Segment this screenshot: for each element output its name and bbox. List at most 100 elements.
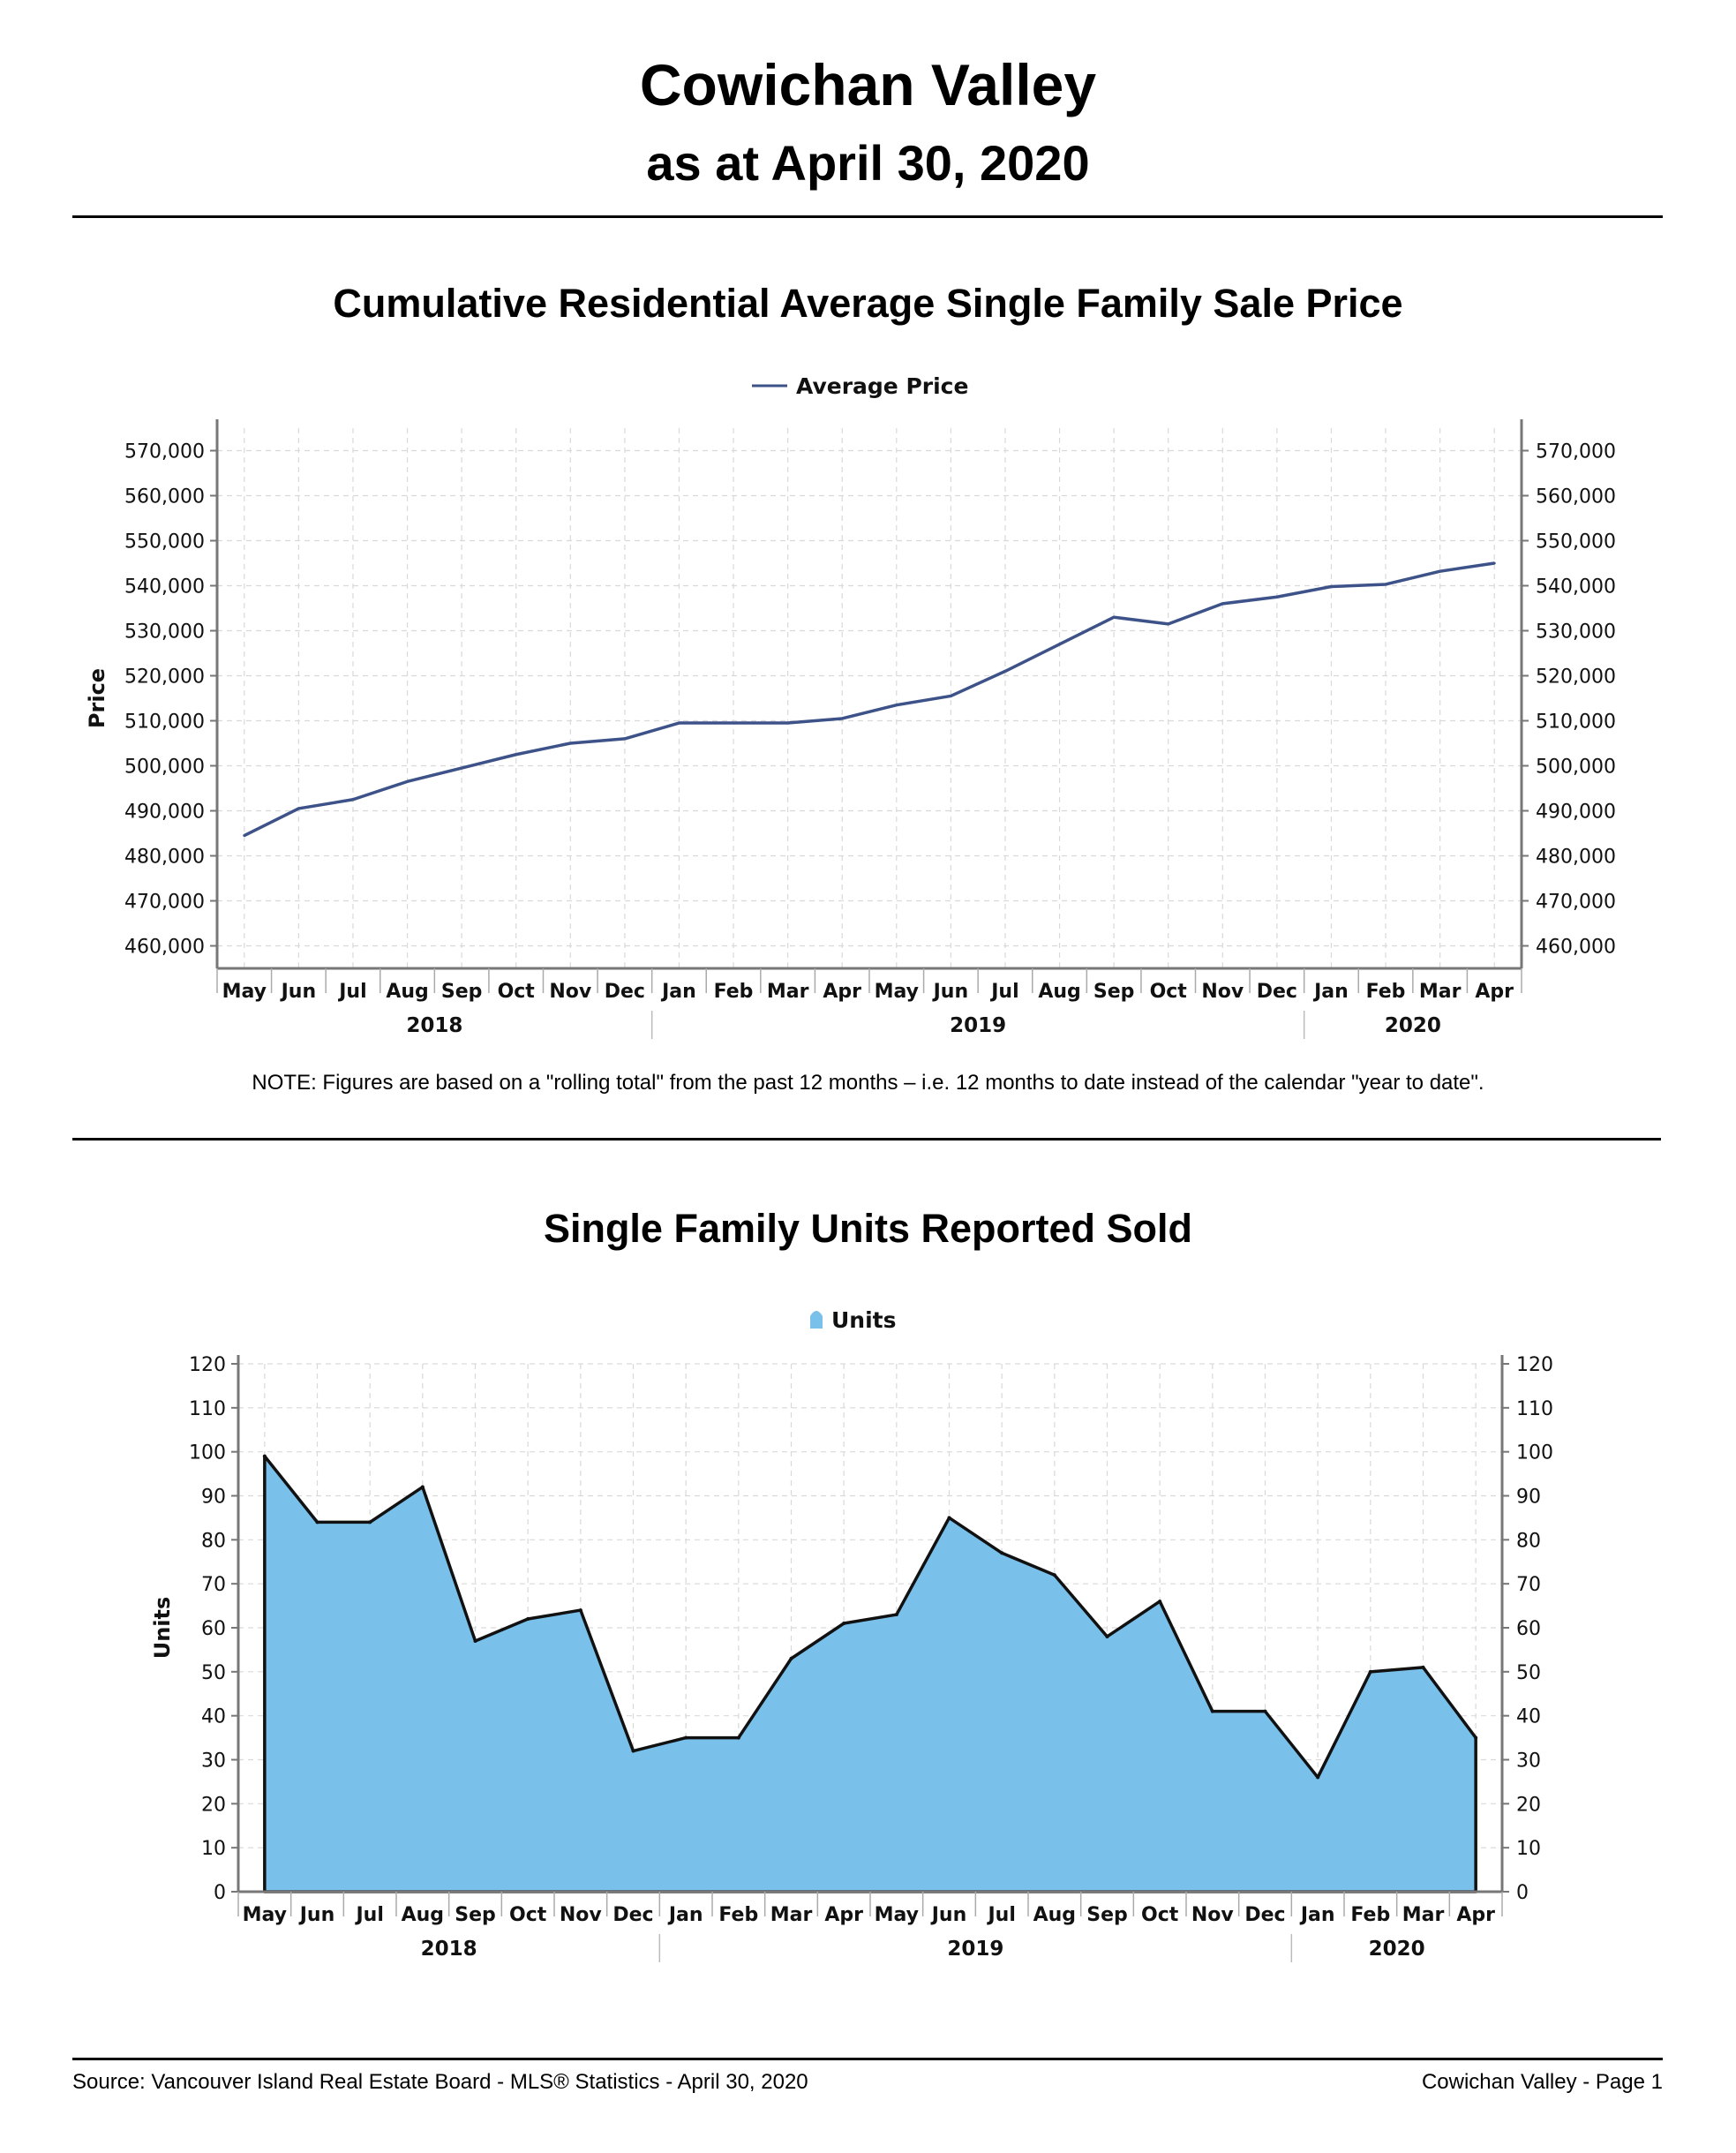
average-price-data-point (1167, 622, 1170, 626)
y-axis-title: Price (85, 668, 109, 728)
y-tick-label-left: 20 (201, 1794, 226, 1816)
x-month-label: Feb (1366, 981, 1406, 1003)
y-tick-label-left: 110 (189, 1398, 226, 1420)
y-tick-label-left: 530,000 (124, 621, 205, 644)
average-price-line-series (244, 561, 1495, 838)
average-price-data-point (895, 704, 898, 707)
x-month-label: Oct (1150, 981, 1188, 1003)
x-month-label: Jan (1312, 981, 1349, 1003)
y-tick-label-left: 570,000 (124, 441, 205, 463)
x-month-label: Jul (986, 1904, 1015, 1926)
x-year-label: 2020 (1369, 1938, 1425, 1961)
header-divider (72, 215, 1663, 218)
y-tick-label-right: 520,000 (1536, 666, 1616, 689)
price-chart-title: Cumulative Residential Average Single Fa… (333, 281, 1403, 326)
y-tick-label-right: 80 (1516, 1530, 1541, 1552)
x-month-label: Jun (932, 981, 969, 1003)
y-tick-label-right: 40 (1516, 1706, 1541, 1728)
footer-divider (72, 2058, 1663, 2060)
units-data-point (1368, 1669, 1372, 1674)
x-month-label: Aug (1038, 981, 1080, 1003)
x-month-label: Aug (402, 1904, 444, 1926)
average-price-data-point (243, 834, 246, 838)
x-month-label: Mar (1419, 981, 1462, 1003)
units-data-point (578, 1608, 582, 1613)
y-tick-label-right: 20 (1516, 1794, 1541, 1816)
units-data-point (1210, 1709, 1214, 1713)
units-data-point (262, 1454, 267, 1458)
x-month-label: Feb (718, 1904, 758, 1926)
average-price-data-point (840, 717, 844, 720)
x-year-label: 2019 (947, 1938, 1003, 1961)
units-data-point (631, 1749, 635, 1753)
rolling-total-note: NOTE: Figures are based on a "rolling to… (252, 1071, 1484, 1095)
y-tick-label-right: 100 (1516, 1442, 1553, 1464)
x-month-label: Apr (824, 1904, 863, 1926)
average-price-data-point (623, 737, 627, 741)
x-month-label: Nov (560, 1904, 603, 1926)
average-price-data-point (297, 807, 300, 810)
average-price-data-point (1384, 583, 1387, 586)
units-data-point (368, 1520, 372, 1524)
average-price-data-point (949, 694, 952, 697)
y-tick-label-left: 30 (201, 1750, 226, 1773)
y-tick-label-left: 550,000 (124, 531, 205, 553)
y-tick-label-left: 460,000 (124, 937, 205, 959)
y-tick-label-right: 570,000 (1536, 441, 1616, 463)
legend-units-label: Units (831, 1307, 897, 1333)
y-tick-label-left: 560,000 (124, 486, 205, 508)
x-month-label: Jul (337, 981, 366, 1003)
x-month-label: Jul (354, 1904, 383, 1926)
average-price-data-point (786, 721, 790, 725)
y-tick-label-right: 90 (1516, 1487, 1541, 1509)
x-month-label: Dec (1257, 981, 1297, 1003)
x-month-label: Jun (930, 1904, 967, 1926)
y-tick-label-right: 550,000 (1536, 531, 1616, 553)
y-tick-label-right: 500,000 (1536, 757, 1616, 779)
x-month-label: May (243, 1904, 287, 1926)
average-price-data-point (515, 753, 518, 757)
y-tick-label-left: 50 (201, 1662, 226, 1684)
x-month-label: Aug (386, 981, 428, 1003)
x-month-label: Jul (989, 981, 1018, 1003)
y-tick-label-left: 510,000 (124, 711, 205, 734)
x-month-label: Jan (667, 1904, 703, 1926)
y-tick-label-left: 480,000 (124, 847, 205, 869)
x-month-label: Sep (1086, 1904, 1128, 1926)
units-data-point (789, 1656, 793, 1660)
average-price-data-point (1329, 585, 1333, 589)
y-tick-label-right: 0 (1516, 1882, 1529, 1904)
x-month-label: Jan (660, 981, 696, 1003)
x-month-label: May (222, 981, 267, 1003)
x-month-label: Feb (1350, 1904, 1390, 1926)
y-tick-label-right: 10 (1516, 1838, 1541, 1860)
average-price-data-point (1221, 602, 1224, 606)
section-divider (72, 1138, 1661, 1140)
y-tick-label-left: 80 (201, 1530, 226, 1552)
y-tick-label-left: 490,000 (124, 802, 205, 824)
units-data-point (420, 1485, 425, 1489)
average-price-data-point (732, 721, 735, 725)
units-data-point (842, 1622, 846, 1626)
x-month-label: Sep (455, 1904, 496, 1926)
y-tick-label-right: 560,000 (1536, 486, 1616, 508)
average-price-data-point (677, 721, 680, 725)
units-data-point (526, 1617, 530, 1622)
units-data-point (1421, 1665, 1425, 1669)
x-month-label: Dec (605, 981, 645, 1003)
average-price-data-point (1492, 561, 1496, 565)
average-price-data-point (1058, 643, 1062, 646)
footer-page: Cowichan Valley - Page 1 (1421, 2070, 1663, 2094)
x-month-label: Apr (823, 981, 861, 1003)
x-month-label: May (875, 981, 919, 1003)
legend-average-price-label: Average Price (796, 373, 968, 399)
y-tick-label-right: 50 (1516, 1662, 1541, 1684)
y-tick-label-left: 470,000 (124, 892, 205, 914)
y-tick-label-right: 120 (1516, 1354, 1553, 1376)
y-tick-label-right: 60 (1516, 1618, 1541, 1640)
units-data-point (947, 1516, 951, 1520)
x-month-label: Jun (280, 981, 317, 1003)
y-tick-label-left: 120 (189, 1354, 226, 1376)
x-month-label: Mar (1402, 1904, 1445, 1926)
